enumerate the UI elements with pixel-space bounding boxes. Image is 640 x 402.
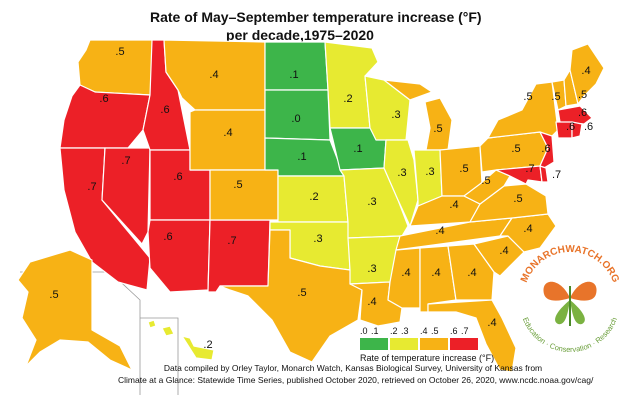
state-value-mi: .5 [433, 123, 442, 135]
legend-tick: .3 [401, 326, 409, 336]
legend-label: Rate of temperature increase (°F) [360, 353, 495, 363]
state-value-nd: .1 [289, 69, 298, 81]
monarch-watch-logo: MONARCHWATCH.ORG Education · Conservatio… [519, 244, 621, 354]
state-az [147, 219, 211, 293]
state-value-sc: .4 [499, 245, 508, 257]
state-value-fl: .4 [487, 317, 496, 329]
state-value-la: .4 [367, 296, 376, 308]
legend-tick: .6 [450, 326, 458, 336]
state-value-ok: .3 [313, 233, 322, 245]
state-value-md: .7 [525, 163, 534, 175]
legend-swatch-4-5 [420, 338, 448, 350]
state-tx [219, 229, 363, 363]
credit-line2: Climate at a Glance: Statewide Time Seri… [118, 375, 594, 385]
state-me [569, 43, 605, 105]
state-value-ne: .1 [297, 151, 306, 163]
state-value-ga: .4 [467, 267, 476, 279]
state-value-mn: .2 [343, 93, 352, 105]
legend-tick: .4 [420, 326, 428, 336]
map-title-line1: Rate of May–September temperature increa… [150, 9, 482, 25]
state-value-hi: .2 [203, 339, 212, 351]
legend: .0 .1 .2 .3 .4 .5 .6 .7 Rate of temperat… [360, 326, 495, 363]
state-value-ct: .6 [566, 121, 575, 133]
state-value-co: .5 [233, 179, 242, 191]
state-value-ar: .3 [367, 263, 376, 275]
legend-swatch-2-3 [390, 338, 418, 350]
state-fl [427, 299, 517, 373]
state-value-wy: .4 [223, 127, 232, 139]
state-value-vt: .5 [551, 91, 560, 103]
legend-tick: .2 [390, 326, 398, 336]
state-value-wi: .3 [391, 109, 400, 121]
state-value-me: .4 [581, 65, 590, 77]
legend-tick: .1 [371, 326, 379, 336]
state-value-tn: .4 [435, 225, 444, 237]
state-value-mt: .4 [209, 69, 218, 81]
state-value-ny: .5 [523, 91, 532, 103]
state-ga [447, 243, 495, 301]
monarch-butterfly-icon [543, 281, 597, 326]
state-value-az: .6 [163, 231, 172, 243]
legend-swatch-6-7 [450, 338, 478, 350]
state-co [209, 169, 279, 221]
legend-color-bar [360, 338, 480, 350]
data-credit: Data compiled by Orley Taylor, Monarch W… [118, 362, 594, 386]
state-value-tx: .5 [297, 287, 306, 299]
map-title: Rate of May–September temperature increa… [150, 8, 482, 44]
state-hi [147, 319, 215, 361]
state-value-wa: .5 [115, 46, 124, 58]
legend-tick: .5 [431, 326, 439, 336]
state-value-or: .6 [99, 93, 108, 105]
legend-swatch-0-1 [360, 338, 388, 350]
state-value-wv: .5 [481, 175, 490, 187]
credit-line1: Data compiled by Orley Taylor, Monarch W… [163, 363, 543, 373]
legend-tick: .7 [461, 326, 469, 336]
state-value-nc: .4 [523, 223, 532, 235]
state-value-nv: .7 [121, 155, 130, 167]
state-value-mo: .3 [367, 196, 376, 208]
state-value-va: .5 [513, 193, 522, 205]
state-value-sd: .0 [291, 113, 300, 125]
state-value-pa: .5 [511, 143, 520, 155]
state-nv [101, 147, 151, 245]
state-value-ut: .6 [173, 171, 182, 183]
state-value-ma: .6 [578, 107, 587, 119]
state-value-de: .7 [552, 169, 561, 181]
state-il [383, 139, 419, 227]
state-value-nh: .5 [578, 89, 587, 101]
state-value-ky: .4 [449, 199, 458, 211]
state-nm [207, 219, 271, 293]
state-wy [189, 109, 266, 171]
state-value-nm: .7 [227, 235, 236, 247]
state-value-ms: .4 [401, 267, 410, 279]
state-ak [17, 249, 133, 371]
state-value-nj: .6 [541, 143, 550, 155]
state-value-ks: .2 [309, 191, 318, 203]
state-nd [264, 41, 329, 91]
map-title-line2: per decade,1975–2020 [226, 27, 374, 43]
state-ma [557, 105, 593, 125]
state-ri [571, 121, 583, 139]
state-value-ca: .7 [87, 181, 96, 193]
state-value-id: .6 [160, 104, 169, 116]
state-de [539, 165, 549, 183]
state-value-ri: .6 [584, 121, 593, 133]
state-value-al: .4 [431, 267, 440, 279]
state-value-in: .3 [425, 166, 434, 178]
state-sc [473, 235, 525, 277]
state-value-ia: .1 [353, 143, 362, 155]
legend-tick: .0 [360, 326, 368, 336]
state-value-ak: .5 [49, 289, 58, 301]
legend-ticks: .0 .1 .2 .3 .4 .5 .6 .7 [360, 326, 480, 338]
state-value-il: .3 [397, 167, 406, 179]
state-value-oh: .5 [459, 163, 468, 175]
inset-frame-hawaii [140, 317, 179, 395]
